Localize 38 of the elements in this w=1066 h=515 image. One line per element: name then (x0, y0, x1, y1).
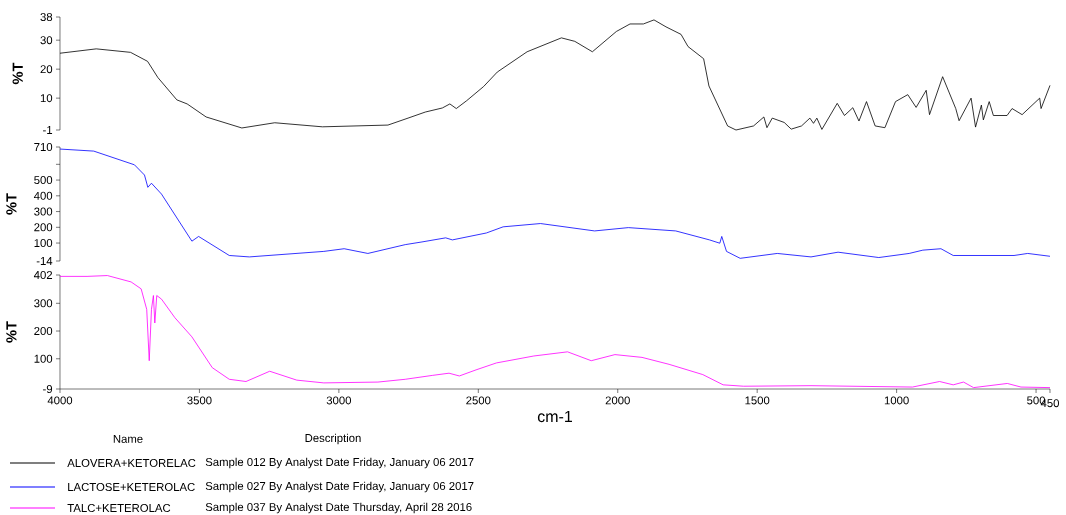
text: Sample 012 By Analyst Date Friday, January 06 2017 (205, 457, 474, 469)
y-tick-label: 402 (33, 271, 53, 280)
y-tick-label: 500 (34, 176, 53, 185)
x-tick-label: 3500 (187, 396, 212, 405)
text: Sample 037 By Analyst Date Thursday, April 28 2016 (205, 502, 472, 514)
text: Sample 027 By Analyst Date Friday, January 06 2017 (205, 481, 474, 493)
legend-label: LACTOSE+KETEROLAC (68, 482, 195, 491)
legend-title: Name (113, 435, 143, 443)
y-tick-label: -1 (43, 126, 53, 134)
y-tick-label: -9 (43, 385, 53, 394)
y-tick-label: 30 (40, 36, 53, 45)
y-tick-label: 100 (34, 239, 53, 248)
legend-label: ALOVERA+KETORELAC (67, 458, 196, 467)
y-tick-label: -14 (36, 257, 53, 265)
y-tick-label: 200 (34, 223, 53, 232)
y-axis-title: %T (6, 321, 17, 343)
y-tick-label: 20 (40, 65, 53, 74)
line-series (59, 148, 1051, 259)
y-tick-label: 100 (34, 354, 53, 363)
text: Description (305, 433, 361, 445)
x-tick-label: 3000 (326, 396, 352, 405)
x-tick-label: 2000 (605, 396, 630, 405)
y-tick-label: 38 (40, 13, 53, 22)
y-tick-label: 300 (34, 299, 53, 308)
legend-label: TALC+KETEROLAC (67, 503, 171, 512)
y-axis-title: %T (6, 193, 17, 215)
x-axis-title: cm-1 (537, 410, 572, 423)
y-axis-title: %T (12, 62, 23, 85)
x-tick-label: 1500 (745, 396, 770, 405)
y-tick-label: 10 (40, 94, 53, 103)
y-tick-label: 710 (34, 143, 53, 152)
x-tick-label: 4000 (47, 396, 73, 405)
y-tick-label: 300 (34, 207, 53, 216)
line-series (59, 19, 1051, 131)
x-tick-label: 2500 (466, 396, 491, 405)
y-tick-label: 200 (34, 327, 53, 336)
x-tick-label: 1000 (884, 396, 909, 405)
y-tick-label: 400 (33, 191, 53, 200)
